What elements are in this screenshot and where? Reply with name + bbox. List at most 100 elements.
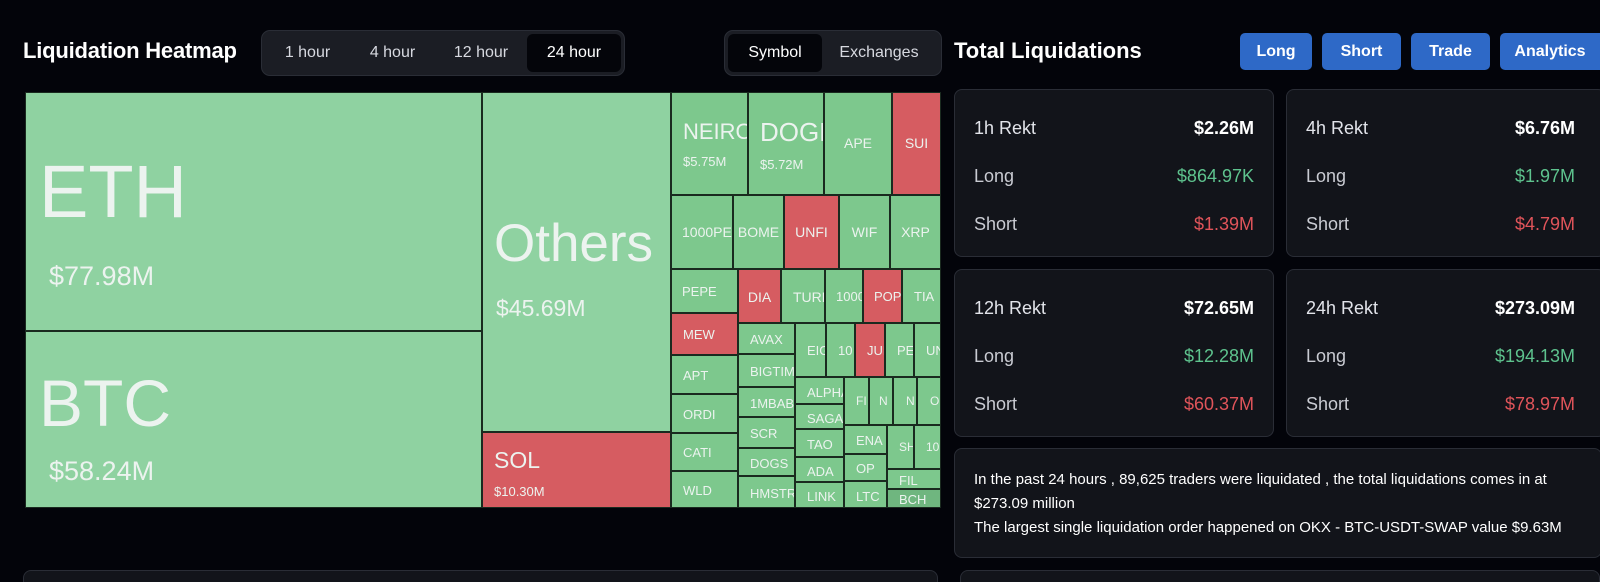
time-12-hour[interactable]: 12 hour [453,44,509,61]
tile-bome[interactable]: BOME [733,195,784,269]
tile-un[interactable]: UN [914,323,941,377]
card-total: $273.09M [1494,298,1575,318]
tile-bigtime[interactable]: BIGTIME [738,354,795,387]
tile-symbol: ALPHA [807,385,843,400]
total-liquidations-title: Total Liquidations [954,38,1142,63]
tile-symbol: JUP [867,343,884,358]
tile-value: $5.75M [683,154,727,169]
view-selector: Symbol Exchanges [724,30,942,76]
tile-symbol: FI [856,394,867,408]
rekt-card-4h: 4h Rekt $6.76M Long $1.97M Short $4.79M [1286,89,1600,257]
short-label: Short [1306,394,1350,414]
tile-symbol: DOGS [750,456,789,471]
rekt-card-12h: 12h Rekt $72.65M Long $12.28M Short $60.37M [954,269,1274,437]
tile-saga[interactable]: SAGA [795,404,844,429]
short-button[interactable]: Short [1322,33,1401,70]
tile-n1[interactable]: N [869,377,893,425]
tile-symbol: SAGA [807,411,844,426]
tile-sh[interactable]: SH [887,425,914,469]
tile-alpha[interactable]: ALPHA [795,377,844,404]
card-label: 4h Rekt [1306,118,1369,138]
summary-line-3: The largest single liquidation order hap… [974,519,1562,536]
long-value: $194.13M [1494,346,1575,366]
tile-symbol: ORDI [683,407,716,422]
tile-popcat[interactable]: POPCAT [863,269,902,323]
analytics-button[interactable]: Analytics [1500,33,1600,70]
tile-bch[interactable]: BCH [887,489,941,508]
tile-mew[interactable]: MEW [671,313,738,355]
long-button[interactable]: Long [1240,33,1312,70]
liquidation-treemap: ETH $77.98M BTC $58.24M Others $45.69M S… [25,92,941,508]
bottom-panel-left [23,570,938,582]
tile-symbol: WLD [683,483,712,498]
tile-tia[interactable]: TIA [902,269,941,323]
tile-sol[interactable]: SOL $10.30M [482,432,671,508]
tile-ena[interactable]: ENA [844,425,887,454]
time-24-hour[interactable]: 24 hour [527,34,621,72]
tile-pe[interactable]: PE [885,323,914,377]
tile-value: $45.69M [496,295,586,321]
tile-symbol: UNFI [795,224,828,240]
summary-line-1: In the past 24 hours , 89,625 traders we… [974,471,1547,488]
tile-ltc[interactable]: LTC [844,481,887,508]
tile-n2[interactable]: N [893,377,917,425]
tile-symbol: BIGTIME [750,364,795,379]
tile-dia[interactable]: DIA [738,269,781,323]
tile-symbol: ADA [807,464,834,479]
tile-symbol: POPCAT [874,289,902,304]
tile-apt[interactable]: APT [671,355,738,394]
tile-ada[interactable]: ADA [795,457,844,482]
heatmap-title: Liquidation Heatmap [23,38,237,63]
tile-eigen[interactable]: EIGEN [795,323,826,377]
trade-button[interactable]: Trade [1411,33,1490,70]
tile-o[interactable]: O [917,377,941,425]
tile-1000[interactable]: 1000 [825,269,863,323]
tile-tao[interactable]: TAO [795,429,844,457]
tile-1000pepe[interactable]: 1000PEPE [671,195,733,269]
long-label: Long [1306,166,1347,186]
tile-jup[interactable]: JUP [855,323,885,377]
bottom-panel-right [960,570,1600,582]
tile-1mbabydoge[interactable]: 1MBABYDOGE [738,387,795,417]
tile-neiro[interactable]: NEIRO $5.75M [671,92,748,195]
tile-op[interactable]: OP [844,454,887,481]
tile-symbol: HMSTR [750,486,795,501]
liquidation-summary: In the past 24 hours , 89,625 traders we… [954,448,1600,558]
tile-avax[interactable]: AVAX [738,323,795,354]
tile-symbol: ENA [856,433,883,448]
tile-symbol: 1000 [836,289,863,304]
short-value: $4.79M [1514,214,1575,234]
tile-symbol: SOL [494,447,541,473]
tile-pepe[interactable]: PEPE [671,269,738,313]
tile-sui[interactable]: SUI [892,92,941,195]
tile-others[interactable]: Others $45.69M [482,92,671,432]
tile-dogs[interactable]: DOGS [738,448,795,476]
tile-wld[interactable]: WLD [671,471,738,508]
tile-ordi[interactable]: ORDI [671,394,738,433]
time-4-hour[interactable]: 4 hour [369,44,416,61]
tile-link[interactable]: LINK [795,482,844,508]
tile-xrp[interactable]: XRP [890,195,941,269]
card-total: $2.26M [1193,118,1254,138]
tile-hmstr[interactable]: HMSTR [738,476,795,508]
tile-ape[interactable]: APE [824,92,892,195]
tile-10[interactable]: 10 [826,323,855,377]
tile-symbol: 10 [838,343,853,358]
tile-symbol: O [930,394,940,408]
long-label: Long [974,346,1015,366]
tile-wif[interactable]: WIF [839,195,890,269]
tile-cati[interactable]: CATI [671,433,738,471]
tile-eth[interactable]: ETH $77.98M [25,92,482,331]
time-1-hour[interactable]: 1 hour [284,44,331,61]
view-exchanges[interactable]: Exchanges [839,44,919,61]
tile-scr[interactable]: SCR [738,417,795,448]
tile-fil[interactable]: FIL [887,469,941,489]
tile-10b[interactable]: 10 [914,425,941,469]
tile-turbo[interactable]: TURBO [781,269,825,323]
tile-btc[interactable]: BTC $58.24M [25,331,482,508]
tile-symbol: FIL [899,473,918,488]
tile-unfi[interactable]: UNFI [784,195,839,269]
tile-doge[interactable]: DOGE $5.72M [748,92,824,195]
tile-fi[interactable]: FI [844,377,869,425]
view-symbol[interactable]: Symbol [728,34,822,72]
